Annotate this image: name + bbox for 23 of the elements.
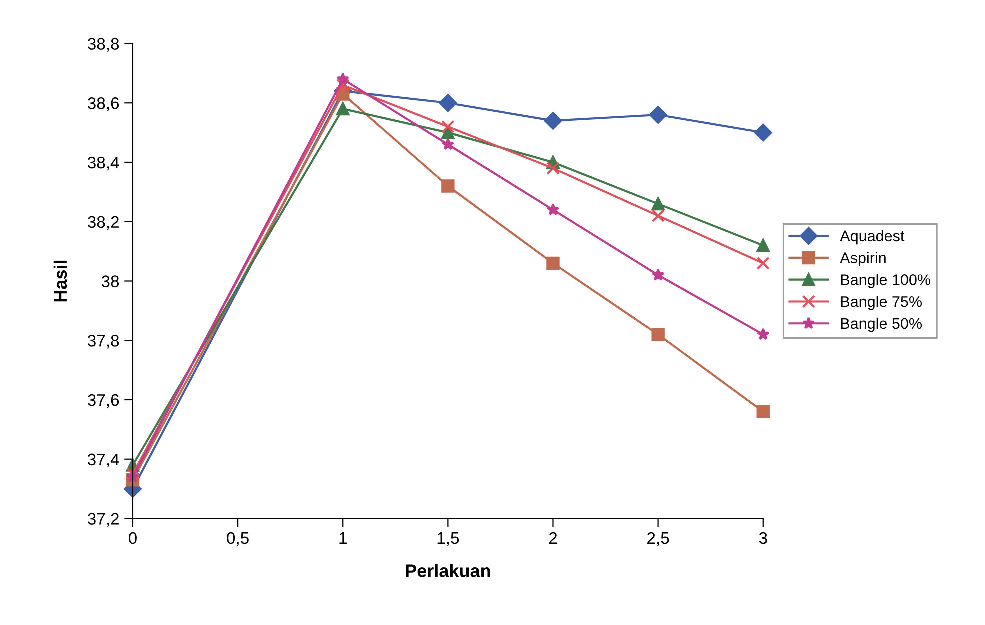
y-tick-label: 38,8 [88, 38, 120, 52]
x-tick-label: 2 [549, 532, 558, 544]
y-tick-label: 38,4 [88, 156, 120, 171]
x-tick-label: 0 [128, 532, 137, 544]
x-tick-label: 0,5 [227, 532, 249, 546]
y-tick-label: 37,6 [88, 394, 120, 408]
x-tick-label: 2,5 [648, 532, 670, 546]
legend-label: Aspirin [840, 252, 886, 266]
legend-label: Bangle 75% [841, 296, 922, 310]
y-tick-label: 38,2 [88, 216, 119, 230]
y-tick-label: 37,2 [88, 513, 119, 527]
y-tick-label: 37,8 [88, 335, 120, 349]
y-tick-label: 38 [102, 276, 120, 288]
x-tick-label: 1,5 [438, 532, 460, 546]
legend-label: Bangle 100% [841, 274, 930, 288]
y-tick-label: 37,4 [88, 454, 120, 468]
x-tick-label: 3 [759, 532, 768, 544]
legend-label: Bangle 50% [841, 318, 922, 332]
y-tick-label: 38,6 [88, 98, 120, 112]
x-tick-label: 1 [340, 532, 347, 544]
legend-label: Aquadest [840, 230, 905, 245]
y-axis-title: Hasil [54, 260, 68, 302]
x-axis-title: Perlakuan [406, 564, 490, 578]
